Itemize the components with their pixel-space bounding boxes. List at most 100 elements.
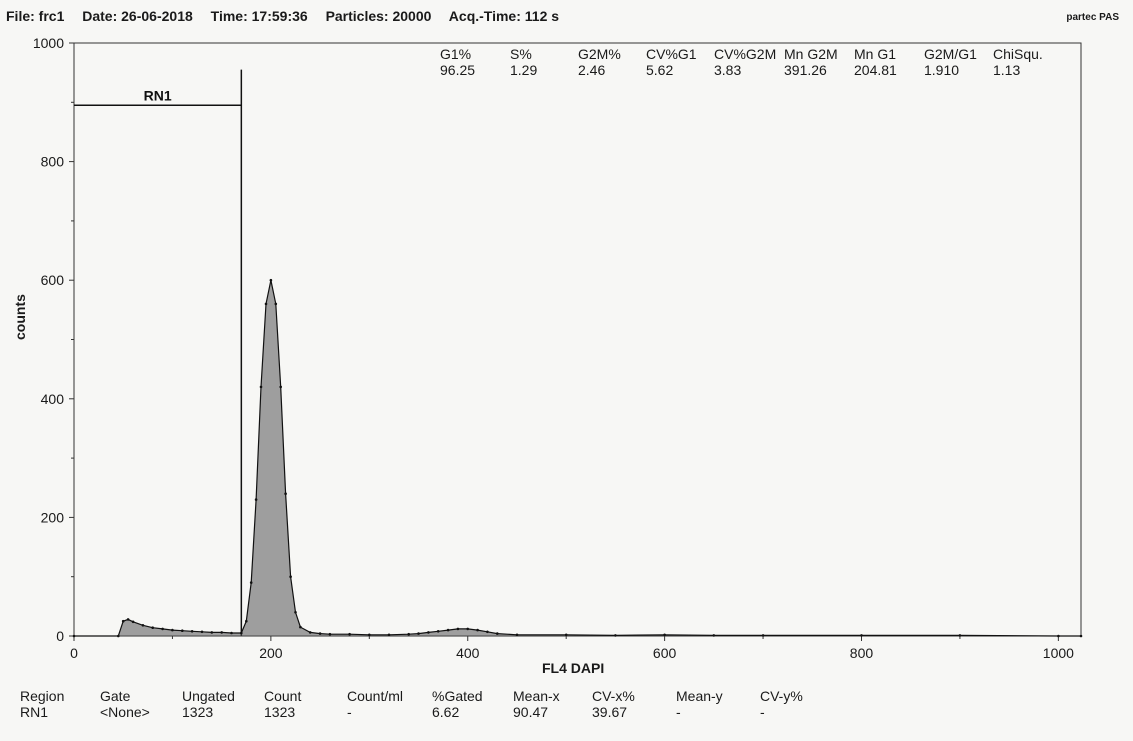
histogram-plot: 0 200 400 600 800 1000 0 200 400 600 800 1000 RN1 [33,35,1083,661]
x-tick-label: 800 [850,645,874,661]
date-label: Date: 26-06-2018 [82,8,193,24]
data-point [131,620,135,624]
y-tick-label: 0 [56,628,64,644]
data-point [456,627,460,631]
histogram-series [72,278,1083,638]
data-point [614,634,617,637]
footer-label: Count [264,688,302,704]
data-point [712,634,716,637]
histogram-area [74,280,1081,636]
data-point [564,633,568,637]
footer-value: - [760,704,765,720]
time-label: Time: 17:59:36 [210,8,308,24]
stat-label: G1% [440,46,472,62]
x-tick-label: 1000 [1043,645,1074,661]
data-point [328,632,332,636]
data-point [171,628,174,632]
data-point [1057,634,1060,638]
footer-column: Mean-y - [676,688,723,720]
data-point [181,629,184,632]
stat-value: 204.81 [854,62,897,78]
stat-label: Mn G2M [784,46,838,62]
file-label: File: frc1 [6,8,65,24]
data-point [190,630,194,633]
stat-column: Mn G1 204.81 [854,46,897,78]
data-point [254,498,258,501]
stat-column: ChiSqu. 1.13 [993,46,1043,78]
footer-value: 6.62 [432,704,460,720]
footer-value: 90.47 [513,704,549,720]
data-point [294,611,297,614]
footer-label: CV-y% [760,688,803,704]
footer-value: - [676,704,681,720]
footer-value: 1323 [264,704,296,720]
data-point [72,634,76,638]
data-point [308,631,312,634]
region-label: RN1 [144,87,172,103]
data-point [486,630,489,634]
data-point [761,634,765,637]
stat-column: Mn G2M 391.26 [784,46,838,78]
data-point [121,619,125,623]
data-point [210,631,214,634]
y-tick-label: 800 [41,154,65,170]
x-tick-label: 200 [259,645,283,661]
axes: 0 200 400 600 800 1000 0 200 400 600 800 1000 [33,35,1082,661]
data-point [515,633,519,637]
footer-label: Mean-x [513,688,560,704]
data-point [663,633,666,637]
data-point [161,627,164,631]
stat-column: G2M/G1 1.910 [924,46,977,78]
footer-column: Count 1323 [264,688,301,720]
stat-label: CV%G2M [714,46,777,62]
footer-value: 39.67 [592,704,628,720]
stat-label: S% [510,46,532,62]
y-tick-label: 600 [41,272,65,288]
x-tick-label: 400 [456,645,480,661]
stat-column: CV%G1 5.62 [646,46,697,78]
x-tick-label: 0 [70,645,78,661]
data-point [958,634,962,637]
footer-column: CV-x% 39.67 [592,688,635,720]
data-point [496,632,499,635]
data-point [348,632,351,636]
y-tick-label: 1000 [33,35,64,51]
stat-value: 2.46 [578,62,606,78]
stat-label: G2M/G1 [924,46,977,62]
footer-label: Mean-y [676,688,723,704]
stat-column: G2M% 2.46 [578,46,621,78]
data-point [289,575,292,578]
stat-value: 1.910 [924,62,960,78]
histogram-line [74,280,1081,637]
data-point [387,633,391,637]
stat-column: S% 1.29 [510,46,537,78]
stat-label: ChiSqu. [993,46,1043,62]
data-point [427,631,430,634]
header-info: File: frc1 Date: 26-06-2018 Time: 17:59:… [6,8,573,24]
data-point [200,630,204,634]
footer-column: %Gated 6.62 [432,688,483,720]
data-point [407,632,411,636]
stat-value: 3.83 [714,62,742,78]
data-point [1079,634,1083,638]
region-rn1: RN1 [74,69,243,636]
data-point [220,631,223,634]
stat-column: G1% 96.25 [440,46,475,78]
data-point [264,302,268,306]
data-point [117,634,120,638]
footer-label: Gate [100,688,131,704]
data-point [417,632,420,635]
data-point [279,385,283,389]
stat-label: Mn G1 [854,46,897,62]
stat-value: 1.13 [993,62,1021,78]
brand-label: partec PAS [1066,12,1119,23]
data-point [274,302,278,306]
data-point [259,385,263,389]
footer-column: Count/ml - [347,688,403,720]
footer-column: CV-y% - [760,688,803,720]
y-tick-label: 400 [41,391,65,407]
data-point [368,633,371,637]
stat-value: 96.25 [440,62,476,78]
footer-value: - [347,704,352,720]
stat-value: 5.62 [646,62,674,78]
